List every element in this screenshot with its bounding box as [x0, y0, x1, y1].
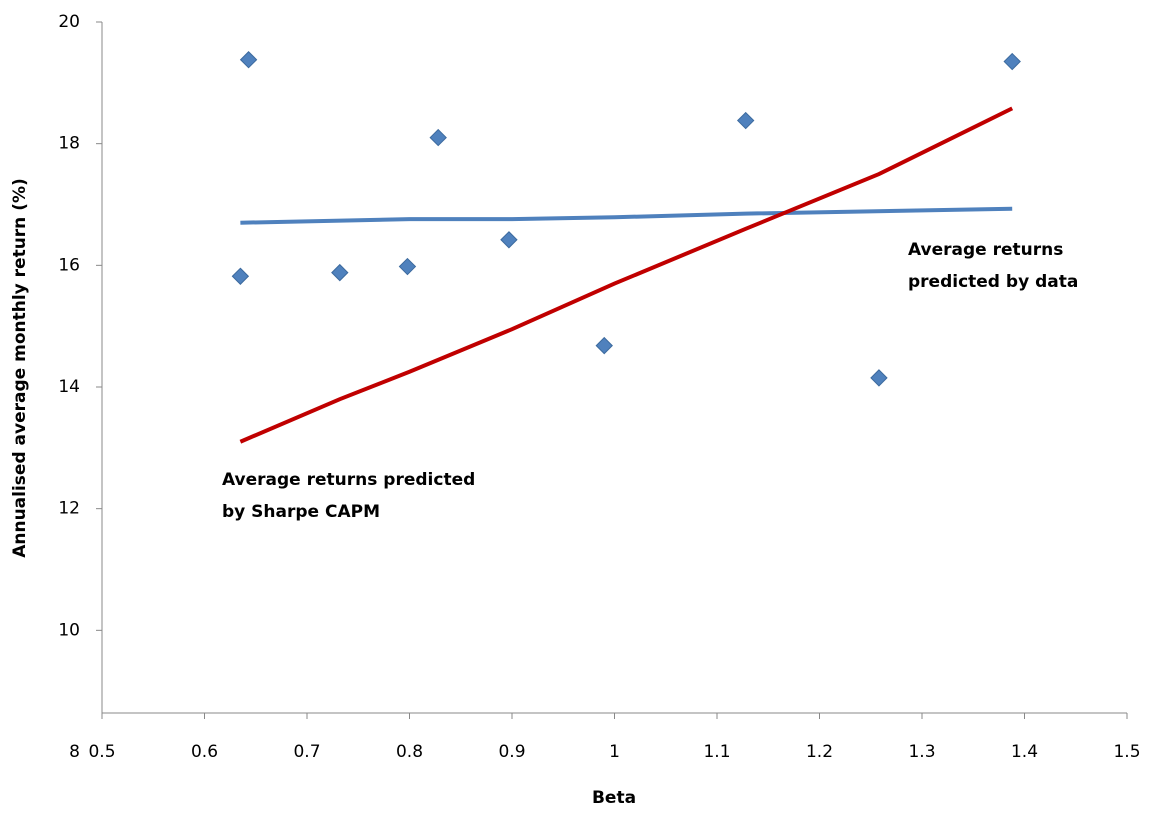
x-axis-label: Beta	[592, 788, 636, 808]
annotation: Average returns	[908, 240, 1063, 260]
data-point	[595, 336, 613, 355]
data-point	[1003, 52, 1021, 71]
x-tick-label: 0.5	[88, 742, 115, 762]
annotation: by Sharpe CAPM	[222, 502, 380, 522]
x-tick-label: 0.8	[396, 742, 423, 762]
y-tick-label: 18	[58, 134, 80, 154]
data-point	[331, 263, 349, 282]
data-point	[736, 111, 755, 130]
data-point	[239, 51, 258, 69]
data-point	[429, 128, 447, 147]
y-tick-label: 10	[58, 620, 80, 640]
data-point	[231, 267, 250, 285]
x-tick-label: 1.4	[1011, 742, 1038, 762]
trend-line	[240, 206, 1013, 225]
y-tick-label: 16	[58, 255, 80, 275]
x-tick-label: 1.5	[1113, 742, 1140, 762]
x-tick-label: 0.7	[293, 742, 320, 762]
x-tick-label: 1.2	[806, 742, 833, 762]
x-tick-label: 1.1	[703, 742, 730, 762]
trend-line	[239, 106, 1014, 444]
annotation: Average returns predicted	[222, 470, 475, 490]
x-tick-label: 0.6	[191, 742, 218, 762]
data-point	[500, 231, 518, 249]
x-tick-label: 0.9	[498, 742, 525, 762]
annotation: predicted by data	[908, 272, 1078, 292]
y-axis-label: Annualised average monthly return (%)	[10, 178, 30, 558]
y-tick-label: 20	[58, 12, 80, 32]
x-tick-label: 1.3	[908, 742, 935, 762]
y-tick-label: 12	[58, 499, 80, 519]
y-tick-label: 14	[58, 377, 80, 397]
y-tick-label: 8	[69, 742, 80, 762]
x-tick-label: 1	[609, 742, 620, 762]
data-point	[398, 257, 417, 276]
data-point	[870, 369, 888, 387]
